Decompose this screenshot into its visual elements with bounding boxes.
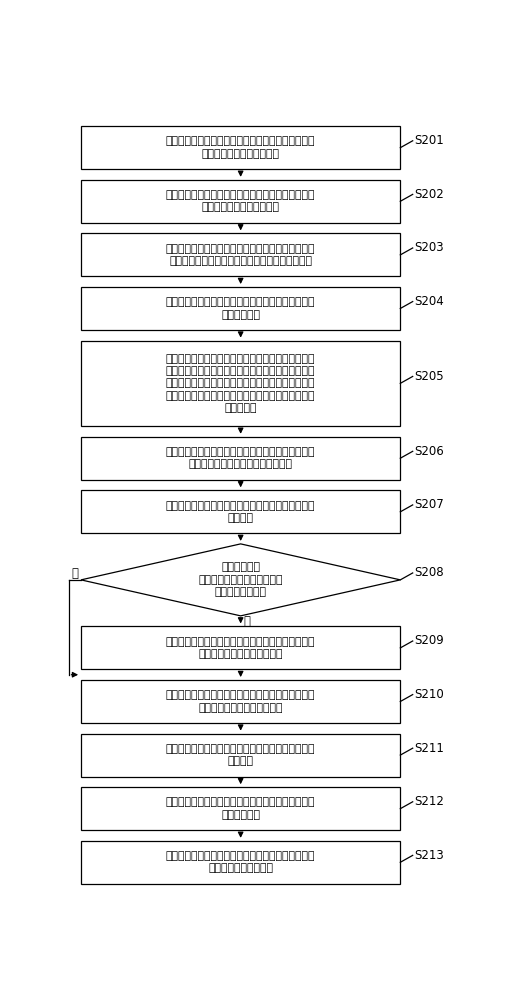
Text: S202: S202	[414, 188, 444, 201]
Text: 是: 是	[71, 567, 78, 580]
Text: S208: S208	[414, 566, 444, 579]
Bar	[81, 341, 400, 426]
Text: 根据所述段落转折的字符单句从所述字幕文件中读取
段落变化时间: 根据所述段落转折的字符单句从所述字幕文件中读取 段落变化时间	[166, 798, 315, 820]
Text: 调整所述预设相似阈值的大小以调整所述字幕特征序
列中的各字符特征元素的数值: 调整所述预设相似阈值的大小以调整所述字幕特征序 列中的各字符特征元素的数值	[166, 637, 315, 659]
Text: S203: S203	[414, 241, 444, 254]
Text: 按照所述段落变化时间将所述目标音频文件划分为所
述预设段落总数的段落: 按照所述段落变化时间将所述目标音频文件划分为所 述预设段落总数的段落	[166, 851, 315, 873]
Text: 根据所述至少一个字符单句的数量确定构建字幕特征
序列的字符特征元素的数量: 根据所述至少一个字符单句的数量确定构建字幕特征 序列的字符特征元素的数量	[166, 190, 315, 212]
Bar	[81, 841, 400, 884]
Text: 统计所述字幕特征序列中数值为目标值的字符特征元
素的数量: 统计所述字幕特征序列中数值为目标值的字符特征元 素的数量	[166, 501, 315, 523]
Text: 根据所述至少一个字符单句中各字符单句的顺序，确
定构建所述字幕特征序列的各字符特征元素的索引: 根据所述至少一个字符单句中各字符单句的顺序，确 定构建所述字幕特征序列的各字符特…	[166, 244, 315, 266]
Bar	[81, 287, 400, 330]
Text: 判断所述数量
是否位于所述预设段落总数对
应的容错区间内？: 判断所述数量 是否位于所述预设段落总数对 应的容错区间内？	[199, 562, 283, 597]
Text: S207: S207	[414, 498, 444, 511]
Text: S204: S204	[414, 295, 444, 308]
Bar	[81, 126, 400, 169]
Text: S213: S213	[414, 849, 444, 862]
Bar	[81, 233, 400, 276]
Text: 获取目标音频文件对应的字幕文件，所述字幕文件由
至少一个字符单句顺序组成: 获取目标音频文件对应的字幕文件，所述字幕文件由 至少一个字符单句顺序组成	[166, 137, 315, 159]
Text: S201: S201	[414, 134, 444, 147]
Text: 根据所述目标索引在所述字幕文件中定位段落转折的
字符单句: 根据所述目标索引在所述字幕文件中定位段落转折的 字符单句	[166, 744, 315, 766]
Text: S205: S205	[414, 370, 444, 383]
Text: S210: S210	[414, 688, 444, 701]
Polygon shape	[81, 544, 400, 616]
Text: 按照构建所述字幕特征序列的字符特征元素的数量、
索引及数值，构建所述字幕特征序列: 按照构建所述字幕特征序列的字符特征元素的数量、 索引及数值，构建所述字幕特征序列	[166, 447, 315, 469]
Bar	[81, 180, 400, 223]
Bar	[81, 626, 400, 669]
Bar	[81, 787, 400, 830]
Bar	[81, 734, 400, 777]
Text: S211: S211	[414, 742, 444, 755]
Text: 针对所述至少一个字符单句中的任一个目标字符单句
，若所述目标字符单句与所述目标字符单句的在后字
符单句之间的最大相似度大于预设相似阈值，将所述
目标字符单句对应: 针对所述至少一个字符单句中的任一个目标字符单句 ，若所述目标字符单句与所述目标字…	[166, 354, 315, 413]
Bar	[81, 437, 400, 480]
Bar	[81, 680, 400, 723]
Text: S212: S212	[414, 795, 444, 808]
Text: 否: 否	[244, 615, 250, 628]
Text: S209: S209	[414, 634, 444, 647]
Text: 从优化后的所述字幕特征序列中获取数值为目标值的
字符特征元素对应的目标索引: 从优化后的所述字幕特征序列中获取数值为目标值的 字符特征元素对应的目标索引	[166, 690, 315, 713]
Text: 将构建所述字幕特征序列的各字符特征元素的数值均
设置为初始值: 将构建所述字幕特征序列的各字符特征元素的数值均 设置为初始值	[166, 297, 315, 320]
Bar	[81, 490, 400, 533]
Text: S206: S206	[414, 445, 444, 458]
